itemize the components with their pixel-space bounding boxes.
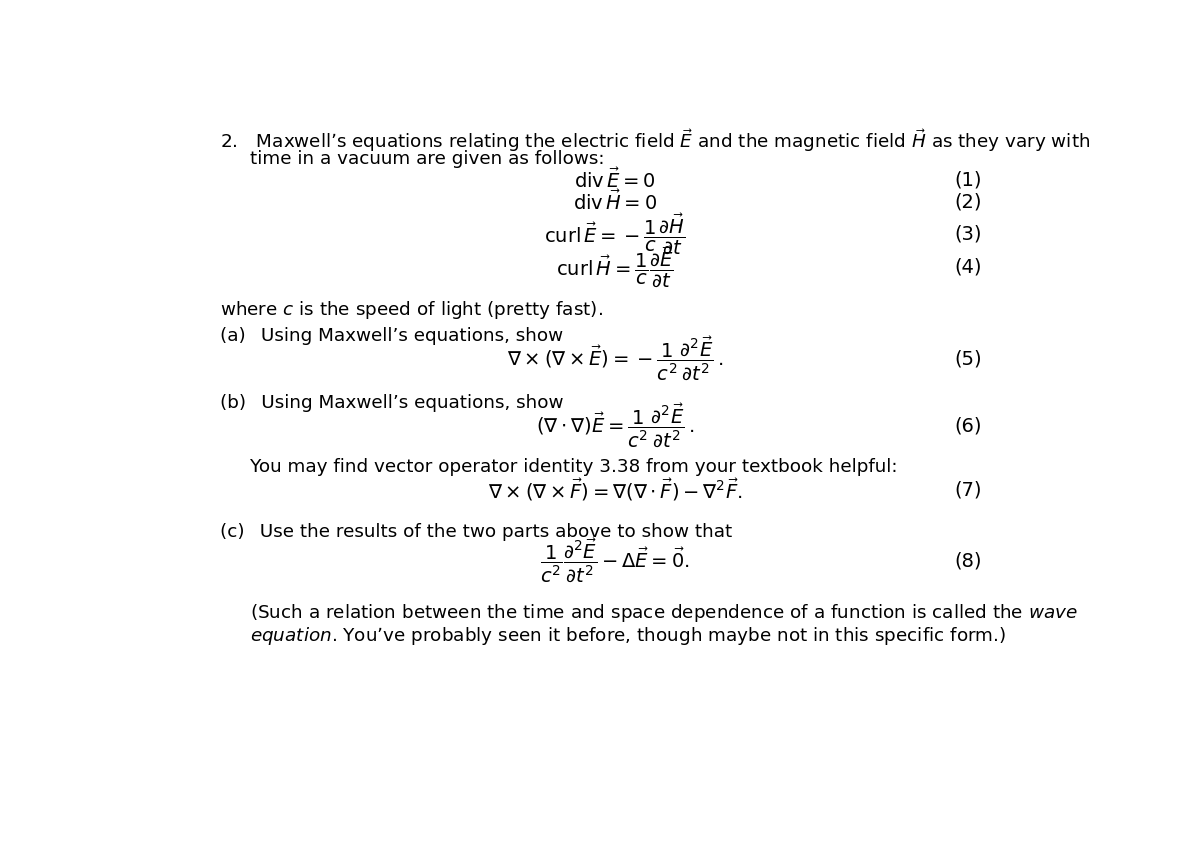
Text: (7): (7) [955,480,983,498]
Text: (3): (3) [955,224,983,243]
Text: $\nabla \times (\nabla \times \vec{F}) = \nabla(\nabla \cdot \vec{F}) - \nabla^2: $\nabla \times (\nabla \times \vec{F}) =… [487,476,743,503]
Text: (Such a relation between the time and space dependence of a function is called t: (Such a relation between the time and sp… [251,601,1079,623]
Text: $\mathrm{div}\,\vec{H} = 0$: $\mathrm{div}\,\vec{H} = 0$ [572,190,658,214]
Text: 2. Maxwell’s equations relating the electric field $\vec{E}$ and the magnetic fi: 2. Maxwell’s equations relating the elec… [220,127,1090,154]
Text: $\mathrm{curl}\,\vec{E} = -\dfrac{1}{c}\dfrac{\partial \vec{H}}{\partial t}$: $\mathrm{curl}\,\vec{E} = -\dfrac{1}{c}\… [545,211,685,256]
Text: where $c$ is the speed of light (pretty fast).: where $c$ is the speed of light (pretty … [220,299,602,321]
Text: (8): (8) [955,550,983,570]
Text: (b)  Using Maxwell’s equations, show: (b) Using Maxwell’s equations, show [220,394,563,412]
Text: (6): (6) [955,416,983,435]
Text: (4): (4) [955,256,983,276]
Text: $\dfrac{1}{c^2}\dfrac{\partial^2 \vec{E}}{\partial t^2} - \Delta\vec{E} = \vec{0: $\dfrac{1}{c^2}\dfrac{\partial^2 \vec{E}… [540,536,690,584]
Text: (1): (1) [955,170,983,189]
Text: $\mathit{equation}$. You’ve probably seen it before, though maybe not in this sp: $\mathit{equation}$. You’ve probably see… [251,624,1007,646]
Text: time in a vacuum are given as follows:: time in a vacuum are given as follows: [251,149,605,168]
Text: $\nabla \times (\nabla \times \vec{E}) = -\dfrac{1}{c^2}\dfrac{\partial^2 \vec{E: $\nabla \times (\nabla \times \vec{E}) =… [506,334,724,383]
Text: $\mathrm{div}\,\vec{E} = 0$: $\mathrm{div}\,\vec{E} = 0$ [574,168,656,192]
Text: $\mathrm{curl}\,\vec{H} = \dfrac{1}{c}\dfrac{\partial \vec{E}}{\partial t}$: $\mathrm{curl}\,\vec{H} = \dfrac{1}{c}\d… [557,244,673,289]
Text: You may find vector operator identity 3.38 from your textbook helpful:: You may find vector operator identity 3.… [251,458,898,475]
Text: $(\nabla \cdot \nabla)\vec{E} = \dfrac{1}{c^2}\dfrac{\partial^2 \vec{E}}{\partia: $(\nabla \cdot \nabla)\vec{E} = \dfrac{1… [536,401,694,449]
Text: (a)  Using Maxwell’s equations, show: (a) Using Maxwell’s equations, show [220,326,563,344]
Text: (c)  Use the results of the two parts above to show that: (c) Use the results of the two parts abo… [220,522,732,540]
Text: (2): (2) [955,193,983,211]
Text: (5): (5) [955,348,983,367]
